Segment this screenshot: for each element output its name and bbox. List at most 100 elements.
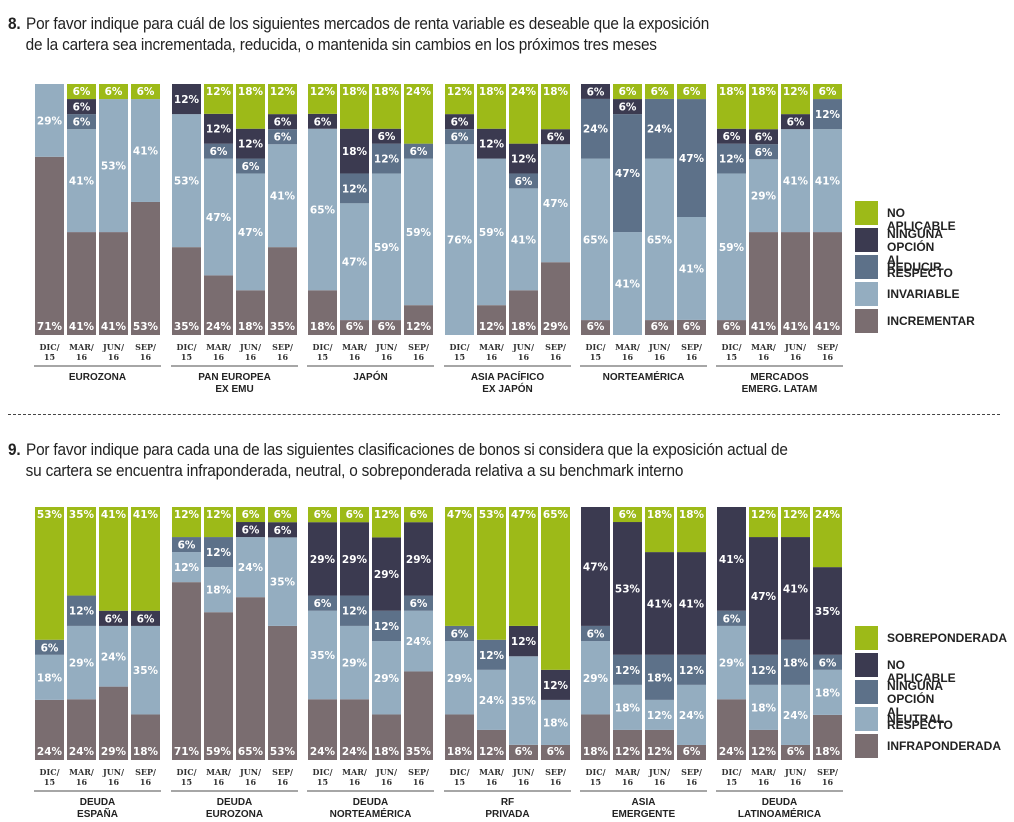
- bar-segment: [340, 507, 369, 523]
- bar-segment: [581, 625, 610, 642]
- data-label: 29%: [374, 569, 400, 581]
- group-label: ASIA PACÍFICO: [471, 370, 545, 383]
- x-tick-label-year: 16: [654, 777, 666, 787]
- data-label: 41%: [270, 191, 296, 203]
- data-label: 6%: [587, 629, 605, 641]
- bar-segment: [509, 173, 538, 189]
- data-label: 47%: [615, 168, 641, 180]
- chart-renta-variable: 71% 29% DIC/15 41% 41% 6% 6% 6% MAR/16 41% 53% 6% JU…: [34, 84, 843, 395]
- bar-segment: [404, 84, 433, 144]
- bar-segment: [236, 597, 265, 760]
- x-tick-label: MAR/: [751, 767, 776, 777]
- data-label: 6%: [178, 540, 196, 552]
- data-label: 18%: [751, 702, 777, 714]
- x-tick-label-year: 16: [790, 777, 802, 787]
- data-label: 47%: [342, 257, 368, 269]
- bar-segment: [541, 84, 570, 130]
- x-tick-label-year: 16: [413, 352, 425, 362]
- bar-segment: [477, 729, 506, 760]
- bar-segment: [404, 595, 433, 611]
- x-tick-label-year: 16: [790, 352, 802, 362]
- bar-segment: [99, 686, 128, 760]
- bar-segment: [717, 173, 746, 321]
- data-label: 12%: [69, 606, 95, 618]
- bar-segment: [509, 744, 538, 760]
- data-label: 29%: [406, 554, 432, 566]
- data-label: 6%: [787, 117, 805, 129]
- data-label: 12%: [206, 86, 232, 98]
- data-label: 24%: [406, 636, 432, 648]
- bar-segment: [67, 699, 96, 760]
- bar-segment: [445, 714, 474, 760]
- x-tick-label: MAR/: [69, 342, 94, 352]
- data-label: 6%: [274, 117, 292, 129]
- bar-segment: [645, 320, 674, 335]
- bar-segment: [509, 625, 538, 657]
- bar-segment: [445, 625, 474, 642]
- data-label: 29%: [37, 115, 63, 127]
- bar-segment: [67, 232, 96, 335]
- x-tick-label: DIC/: [313, 342, 333, 352]
- data-label: 29%: [583, 673, 609, 685]
- bar-segment: [340, 173, 369, 204]
- bar-segment: [204, 113, 233, 144]
- bar-segment: [781, 84, 810, 115]
- x-tick-label-year: 16: [245, 352, 257, 362]
- group-label: EUROZONA: [206, 809, 263, 820]
- data-label: 24%: [238, 562, 264, 574]
- data-label: 12%: [479, 650, 505, 662]
- data-label: 18%: [647, 672, 673, 684]
- bar-segment: [813, 714, 842, 760]
- bar-segment: [204, 507, 233, 538]
- data-label: 6%: [547, 746, 565, 758]
- data-label: 6%: [683, 321, 701, 333]
- data-label: 6%: [378, 131, 396, 143]
- bar-segment: [749, 84, 778, 130]
- data-label: 41%: [101, 321, 127, 333]
- data-label: 6%: [242, 525, 260, 537]
- x-tick-label: MAR/: [751, 342, 776, 352]
- bar-segment: [749, 507, 778, 538]
- bar-segment: [308, 595, 337, 611]
- data-label: 35%: [270, 577, 296, 589]
- bar-segment: [749, 684, 778, 730]
- x-tick-label: JUN/: [102, 342, 124, 352]
- data-label: 12%: [751, 746, 777, 758]
- data-label: 12%: [238, 139, 264, 151]
- bar-segment: [67, 129, 96, 233]
- data-label: 29%: [310, 554, 336, 566]
- bar-segment: [477, 158, 506, 306]
- data-label: 18%: [447, 746, 473, 758]
- x-tick-label-year: 16: [654, 352, 666, 362]
- x-tick-label: DIC/: [177, 342, 197, 352]
- bar-segment: [677, 99, 706, 218]
- data-label: 6%: [819, 657, 837, 669]
- bar-segment: [541, 144, 570, 263]
- data-label: 59%: [479, 227, 505, 239]
- bar-group: 18% 29% 6% 47% DIC/15 12% 18% 12% 53% 6% MAR/16 12%…: [580, 507, 707, 820]
- bar-segment: [677, 744, 706, 760]
- bar-segment: [340, 625, 369, 700]
- data-label: 6%: [242, 161, 260, 173]
- x-tick-label: JUN/: [648, 767, 670, 777]
- data-label: 6%: [137, 86, 155, 98]
- legend-label: INVARIABLE: [887, 287, 960, 301]
- bar-segment: [645, 98, 674, 159]
- bar-segment: [677, 654, 706, 685]
- legend-label: NO APLICABLE: [887, 206, 956, 233]
- data-label: 12%: [615, 665, 641, 677]
- data-label: 12%: [342, 606, 368, 618]
- data-label: 6%: [619, 86, 637, 98]
- group-label: LATINOAMÉRICA: [738, 807, 821, 820]
- bar-segment: [613, 684, 642, 730]
- bar-segment: [749, 537, 778, 655]
- x-tick-label-year: 15: [454, 352, 465, 362]
- data-label: 29%: [342, 554, 368, 566]
- data-label: 29%: [101, 746, 127, 758]
- bar-segment: [581, 84, 610, 99]
- data-label: 18%: [815, 687, 841, 699]
- data-label: 18%: [583, 746, 609, 758]
- bar-segment: [749, 159, 778, 233]
- group-label: EMERG. LATAM: [742, 384, 818, 395]
- bar-segment: [717, 84, 746, 129]
